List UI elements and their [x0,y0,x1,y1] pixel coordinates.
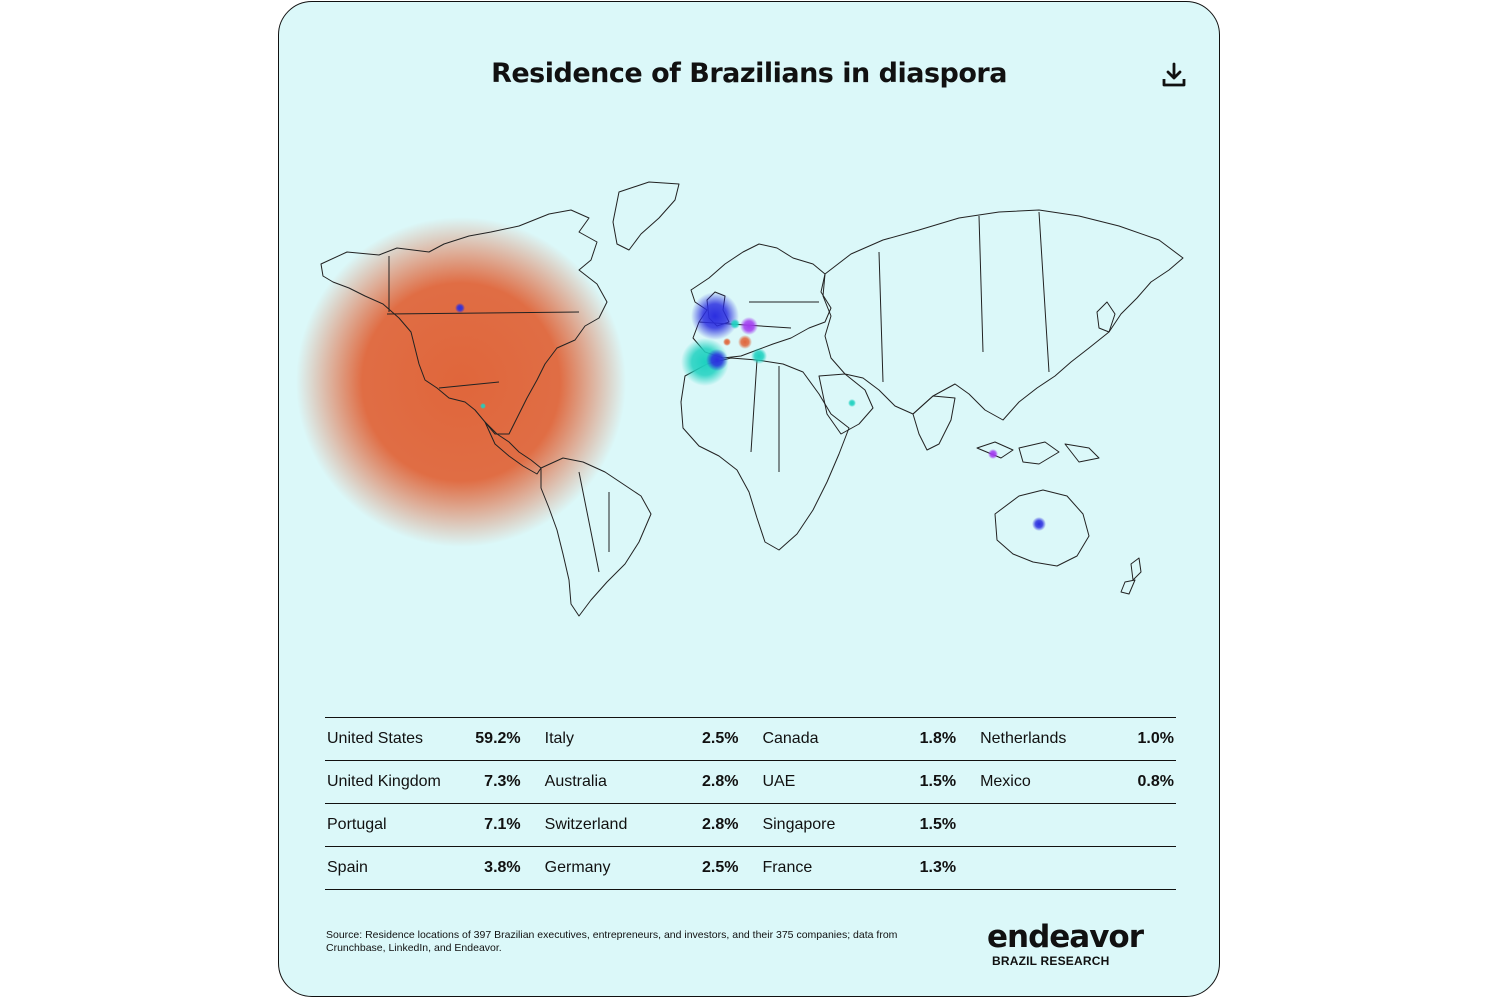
download-icon[interactable] [1159,60,1189,90]
borders [386,211,1050,573]
legend-country: United Kingdom [325,760,466,804]
legend-country: Portugal [325,803,466,847]
bubble-germany [740,317,758,335]
bubble-france [723,338,731,346]
legend-empty-cell [1119,803,1176,847]
endeavor-logo: endeavor BRAZIL RESEARCH [987,919,1144,968]
legend-value: 7.3% [465,760,543,804]
land-asia [822,209,1184,421]
legend-country: Netherlands [978,717,1120,761]
legend-row: Spain 3.8% Germany 2.5% France 1.3% [325,846,1176,890]
legend-country: Spain [325,846,466,890]
legend-country: Singapore [760,803,902,847]
land-new-zealand [1120,557,1142,595]
bubble-spain [706,349,728,371]
bubble-mexico [480,403,486,409]
legend-row: United Kingdom 7.3% Australia 2.8% UAE 1.5% Me… [325,760,1176,804]
legend-value: 1.8% [901,717,979,761]
bubble-italy [751,348,767,364]
legend-country: Australia [542,760,684,804]
legend-country: UAE [760,760,902,804]
legend-country: Germany [542,846,684,890]
bubble-canada [455,303,465,313]
land-greenland [612,181,680,251]
legend-value: 1.3% [901,846,979,890]
chart-card: Residence of Brazilians in diaspora [278,1,1220,997]
legend-value: 3.8% [465,846,543,890]
land-north-america [320,209,608,435]
legend-row: Portugal 7.1% Switzerland 2.8% Singapore 1.5% [325,803,1176,847]
legend-empty-cell [978,803,1120,847]
legend-value: 0.8% [1119,760,1176,804]
legend-value: 1.0% [1119,717,1176,761]
land-south-america [540,457,652,617]
land-arabia [818,373,874,435]
legend-country: Italy [542,717,684,761]
land-india [912,395,956,451]
legend-country: Mexico [978,760,1120,804]
legend-value: 1.5% [901,760,979,804]
legend-country: France [760,846,902,890]
legend-value: 2.5% [683,717,761,761]
legend-value: 2.5% [683,846,761,890]
bubble-switzerland [738,335,752,349]
legend-country: Switzerland [542,803,684,847]
bubble-united-states [296,217,626,547]
legend-value: 2.8% [683,760,761,804]
legend-value: 2.8% [683,803,761,847]
legend-value: 7.1% [465,803,543,847]
land-europe [690,243,832,359]
legend-country: Canada [760,717,902,761]
world-map [296,181,1184,617]
legend-empty-cell [1119,846,1176,890]
legend-value: 59.2% [465,717,543,761]
source-note: Source: Residence locations of 397 Brazi… [326,929,898,954]
land-africa [680,357,850,551]
bubble-australia [1032,517,1046,531]
bubble-uae [848,399,856,407]
legend-table: United States 59.2% Italy 2.5% Canada 1.8% Net… [325,717,1176,890]
legend-empty-cell [978,846,1120,890]
land-australia [994,489,1090,567]
bubble-united-kingdom [691,292,739,340]
logo-sub: BRAZIL RESEARCH [992,954,1110,968]
bubble-netherlands [730,319,740,329]
legend-value: 1.5% [901,803,979,847]
legend-row: United States 59.2% Italy 2.5% Canada 1.8% Net… [325,717,1176,761]
legend-country: United States [325,717,466,761]
chart-title: Residence of Brazilians in diaspora [491,58,1007,89]
bubble-singapore [988,449,998,459]
logo-word: endeavor [987,919,1144,955]
land-japan [1096,301,1116,333]
